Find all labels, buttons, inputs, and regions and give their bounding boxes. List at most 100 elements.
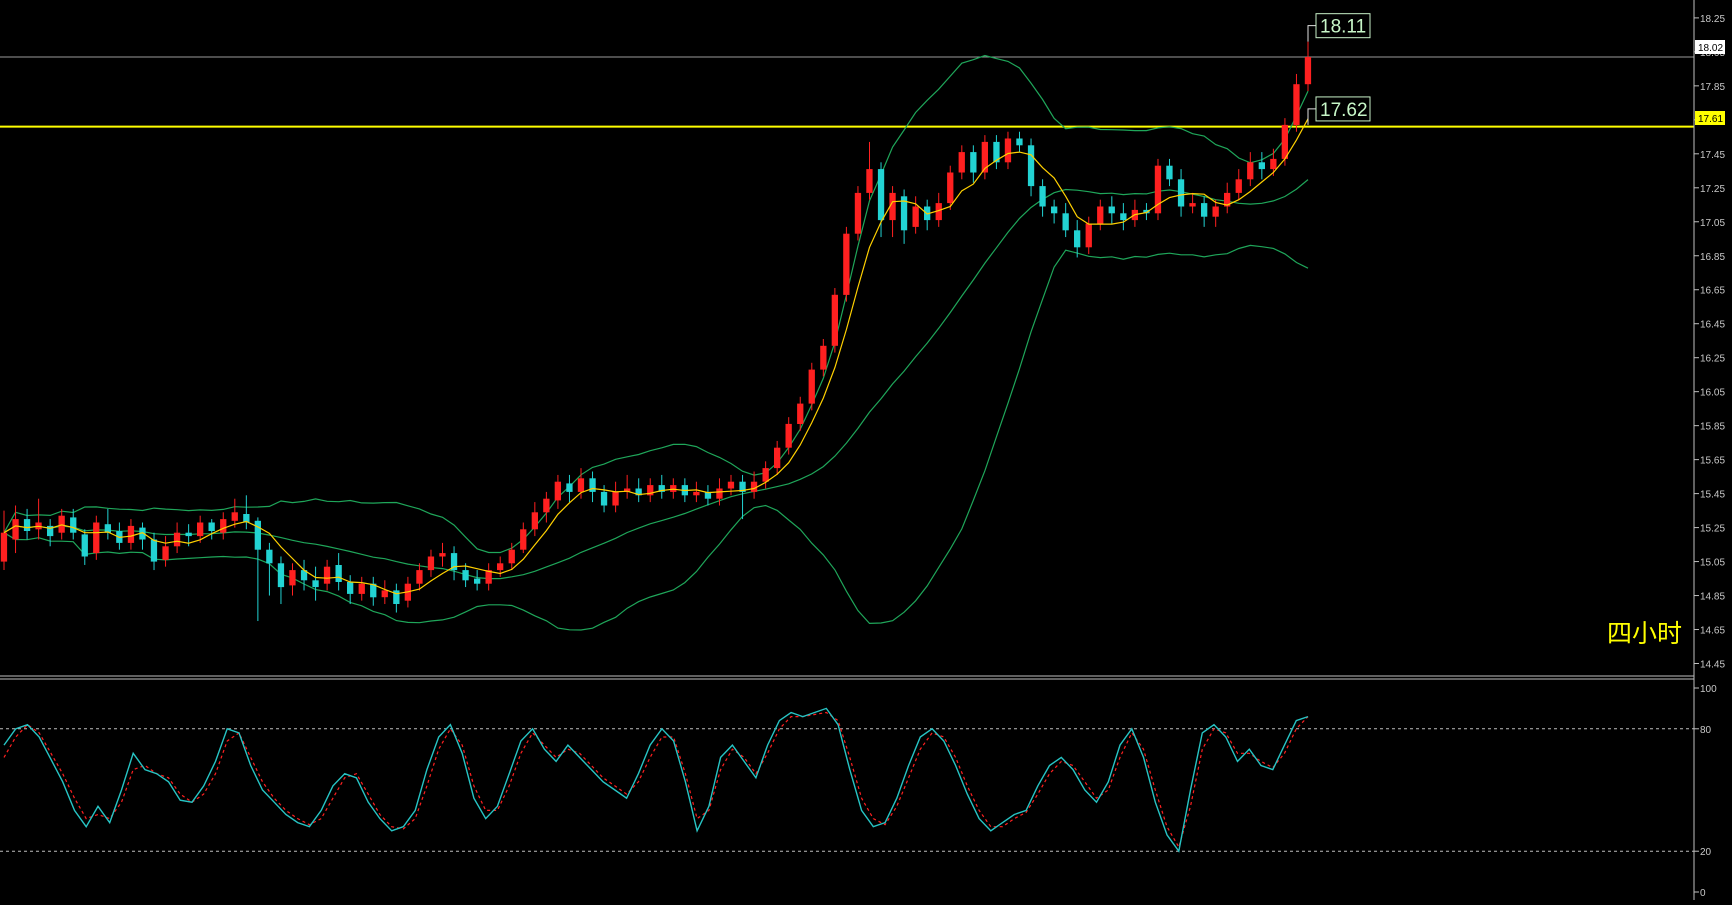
candle-body (1293, 84, 1300, 125)
candle (981, 135, 988, 180)
price-tick-label: 16.65 (1700, 286, 1725, 297)
candle-body (1051, 206, 1058, 214)
candle-body (1120, 213, 1127, 221)
candle-body (877, 169, 885, 221)
candle-body (1154, 165, 1162, 214)
candle-body (543, 498, 550, 513)
candle (912, 196, 919, 234)
candle (474, 570, 481, 591)
candle (1212, 199, 1219, 227)
candle-body (208, 522, 215, 531)
candle-body (854, 192, 862, 234)
candle (1062, 203, 1069, 238)
candle (797, 396, 804, 431)
candle (1201, 196, 1208, 227)
candle-body (624, 488, 631, 492)
candle-body (104, 524, 111, 533)
candle-body (716, 488, 723, 499)
candle (370, 576, 377, 606)
candle (197, 515, 204, 543)
candle (81, 529, 88, 565)
price-tick-label: 14.85 (1700, 592, 1725, 603)
candle-body (958, 152, 965, 173)
candle-body (416, 570, 423, 584)
candle (589, 471, 596, 503)
candle-body (704, 491, 712, 499)
candle (1097, 199, 1104, 231)
candle-body (774, 447, 781, 469)
candle (416, 563, 423, 591)
price-tick-label: 15.25 (1700, 524, 1725, 535)
candle (1051, 199, 1058, 224)
candle (381, 580, 388, 605)
candle-body (808, 369, 815, 404)
candle (658, 474, 665, 499)
stoch-tick-label: 0 (1700, 888, 1706, 899)
current-price-label: 18.02 (1698, 43, 1723, 54)
candle-body (462, 570, 469, 581)
level-price-label: 17.61 (1698, 114, 1723, 125)
level-price-tag: 17.61 (1695, 111, 1725, 125)
candle (323, 559, 331, 591)
candle-body (889, 192, 896, 221)
candle-body (81, 534, 88, 557)
candle-body (1304, 57, 1312, 85)
candle (254, 517, 261, 622)
candle (47, 519, 54, 547)
annotation-label: 17.62 (1320, 100, 1368, 121)
candle-body (1224, 192, 1231, 207)
candle-body (393, 590, 400, 604)
candle (1016, 131, 1023, 153)
annotation-box (1315, 96, 1371, 122)
stoch-tick-label: 20 (1700, 847, 1712, 858)
candle (554, 474, 561, 509)
candle-body (254, 520, 261, 550)
candle-body (289, 570, 296, 586)
candle (208, 519, 215, 540)
candle-body (1212, 206, 1219, 217)
candle-body (947, 172, 954, 204)
candle (774, 440, 781, 475)
candle-body (93, 522, 100, 554)
candle (1258, 152, 1265, 180)
candle-body (935, 203, 942, 221)
stochastic-panel: 100 80 20 0 (0, 684, 1717, 899)
candle-body (450, 553, 458, 571)
candle-body (197, 522, 204, 537)
candle-body (866, 169, 873, 193)
candle (843, 226, 850, 302)
candle-body (335, 565, 342, 582)
candle (889, 186, 896, 238)
candle (785, 417, 792, 455)
candle-body (474, 578, 481, 584)
candle-body (1039, 186, 1046, 207)
candle (266, 542, 273, 596)
candle (1270, 148, 1277, 176)
candle-body (70, 517, 77, 533)
stoch-tick-label: 80 (1700, 725, 1712, 736)
candle (289, 563, 296, 596)
candle-body (600, 491, 608, 506)
candle (393, 583, 400, 613)
candle-body (1166, 165, 1173, 180)
candle-body (485, 570, 492, 584)
candle (139, 522, 146, 550)
candle-body (1281, 124, 1288, 159)
candle-body (900, 196, 908, 231)
candle (485, 563, 492, 591)
candle-body (750, 481, 758, 492)
candle (243, 495, 250, 530)
bollinger-upper-band (3, 54, 1309, 554)
candle (577, 468, 585, 499)
candle-body (508, 549, 515, 564)
candle (1074, 220, 1081, 258)
candle-body (243, 514, 250, 523)
candle (93, 515, 100, 560)
candle-body (1016, 138, 1023, 146)
candle-body (47, 525, 54, 537)
candle-body (173, 532, 181, 547)
annotation-label: 18.11 (1320, 17, 1366, 38)
candle-body (727, 481, 735, 489)
candle (1177, 169, 1185, 217)
